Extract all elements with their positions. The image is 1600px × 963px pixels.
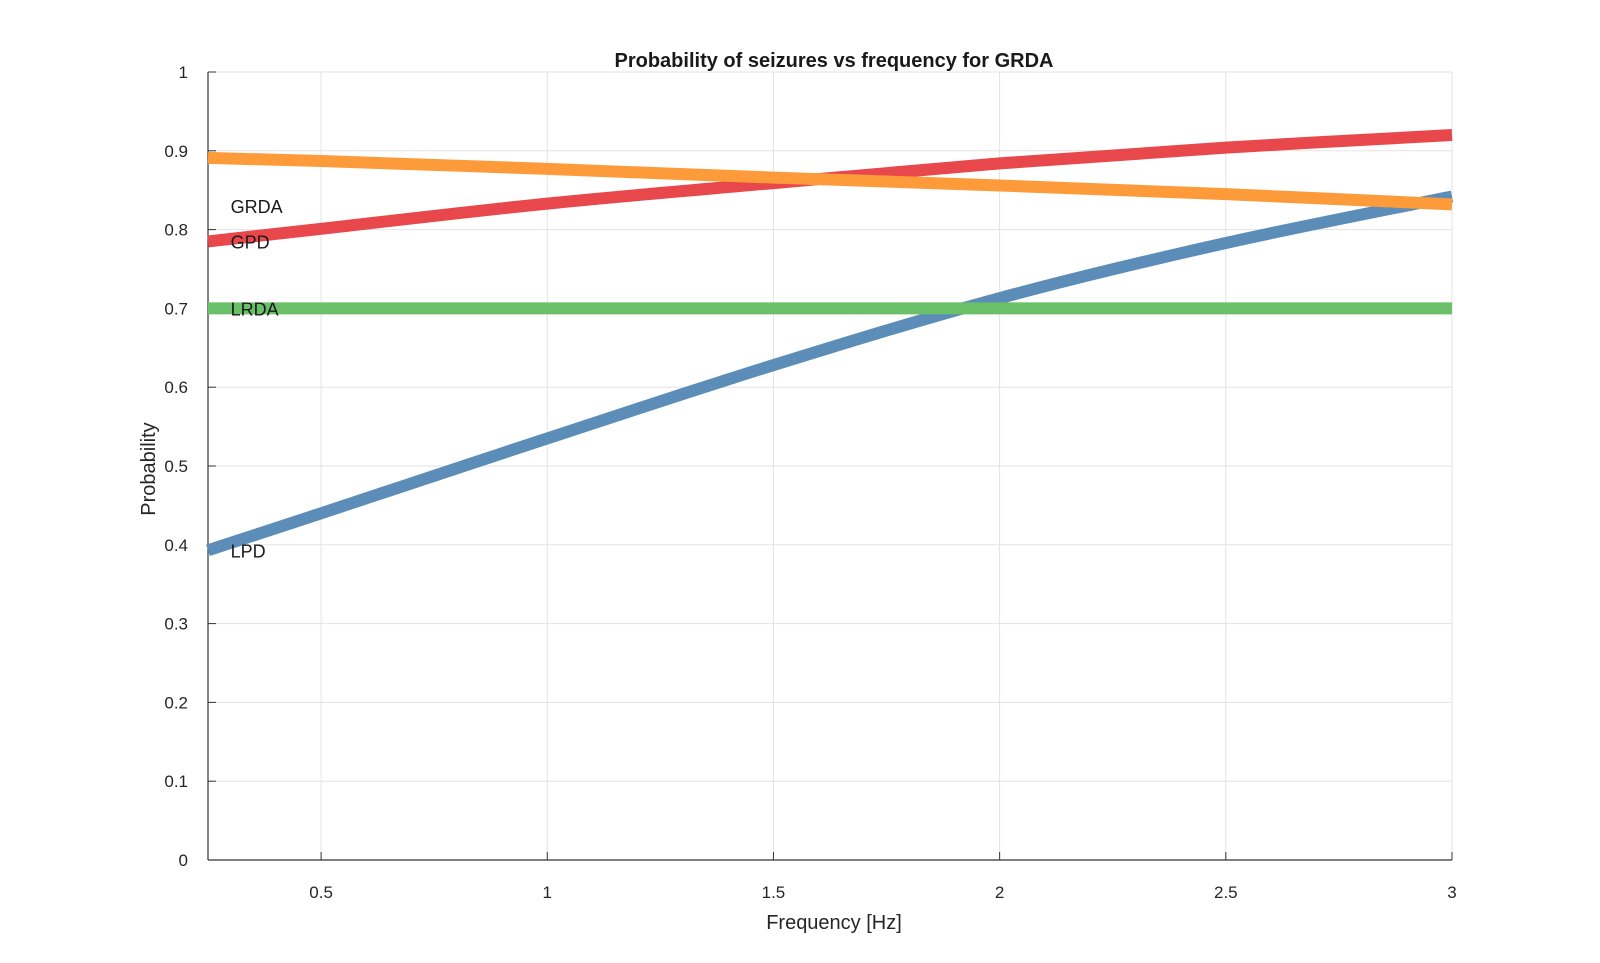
x-tick-label: 0.5: [309, 883, 333, 902]
x-tick-label: 2: [995, 883, 1004, 902]
x-tick-label: 2.5: [1214, 883, 1238, 902]
series-label-lrda: LRDA: [231, 299, 279, 319]
x-tick-label: 3: [1447, 883, 1456, 902]
y-tick-label: 0: [179, 851, 188, 870]
y-tick-label: 0.6: [164, 378, 188, 397]
y-tick-label: 0.4: [164, 536, 188, 555]
x-tick-label: 1: [543, 883, 552, 902]
series-label-gpd: GPD: [231, 232, 270, 252]
y-tick-label: 0.7: [164, 299, 188, 318]
chart-title: Probability of seizures vs frequency for…: [615, 50, 1054, 72]
series-labels: GRDA GPD LRDA LPD: [231, 197, 283, 561]
series-line-grda: [207, 151, 1453, 211]
y-tick-label: 1: [179, 63, 188, 82]
y-tick-label: 0.5: [164, 457, 188, 476]
x-tick-label: 1.5: [762, 883, 786, 902]
series-line-lpd: [206, 190, 1454, 557]
y-tick-label: 0.1: [164, 772, 188, 791]
y-tick-label: 0.9: [164, 142, 188, 161]
y-tick-label: 0.8: [164, 221, 188, 240]
series-label-lpd: LPD: [231, 541, 266, 561]
y-tick-label: 0.3: [164, 615, 188, 634]
y-axis-label: Probability: [138, 422, 160, 515]
x-axis-label: Frequency [Hz]: [766, 912, 902, 934]
series-lines: [206, 129, 1454, 557]
y-tick-label: 0.2: [164, 693, 188, 712]
series-label-grda: GRDA: [231, 197, 283, 217]
ticks: 0.5 1 1.5 2 2.5 3 0 0.1 0.2 0.3 0.4 0.5 0.6 0.7 0.8 0.9…: [164, 63, 1456, 902]
